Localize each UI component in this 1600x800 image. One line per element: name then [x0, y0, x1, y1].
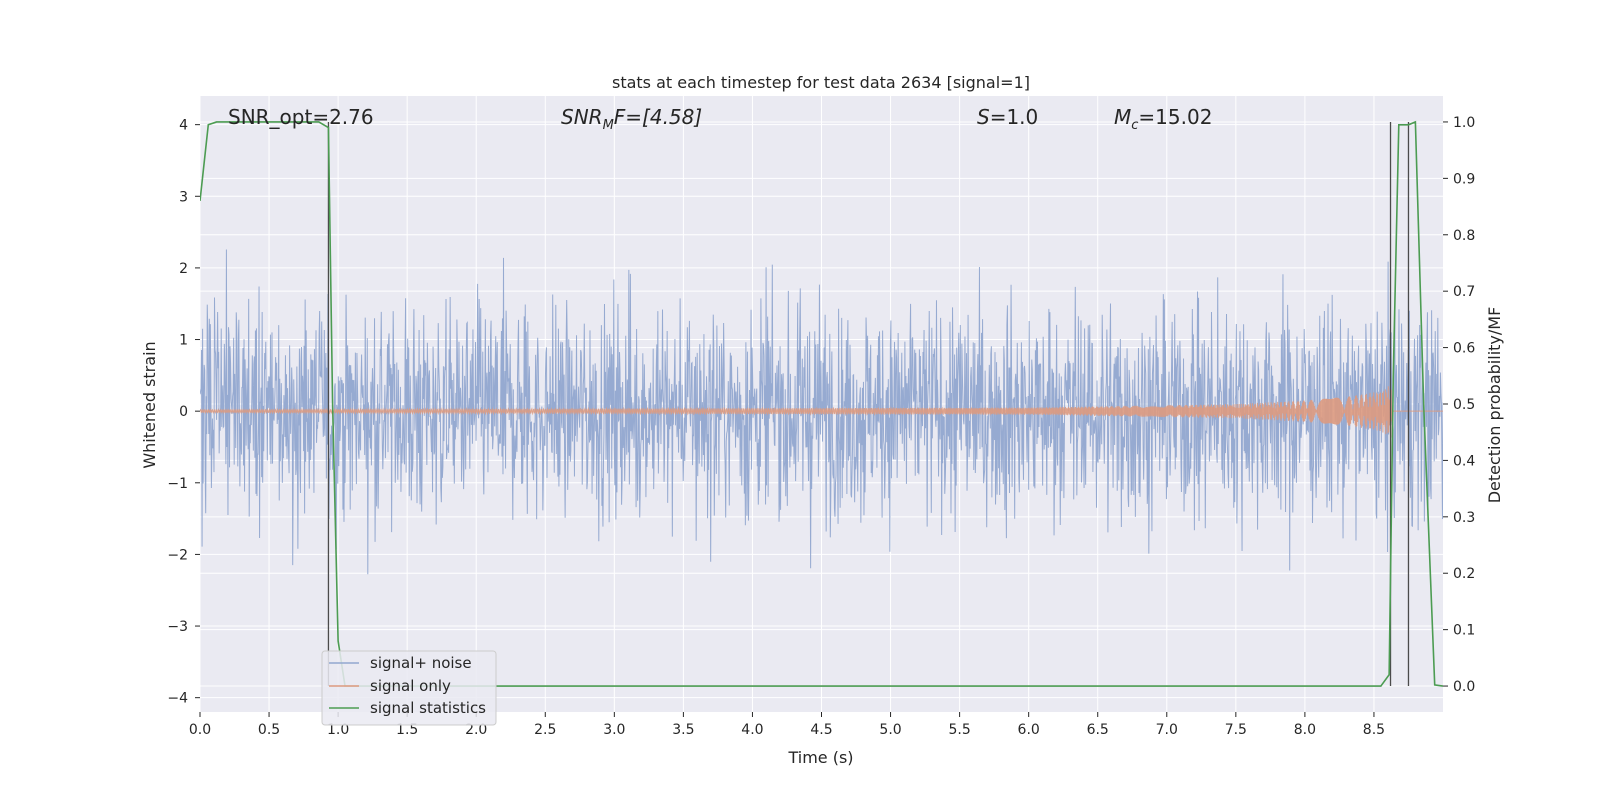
legend: signal+ noise signal only signal statist… — [321, 650, 497, 726]
x-tick-label: 2.0 — [465, 722, 487, 738]
x-tick-label: 0.0 — [189, 722, 211, 738]
x-tick-label: 1.0 — [327, 722, 349, 738]
x-tick-label: 4.5 — [810, 722, 832, 738]
mc-annotation: Mc=15.02 — [1114, 105, 1212, 133]
x-axis-label: Time (s) — [787, 748, 853, 767]
mc-name: M — [1114, 105, 1131, 129]
chart-title: stats at each timestep for test data 263… — [612, 73, 1030, 92]
y-tick-label: 1 — [179, 333, 188, 349]
y-tick-label: 2 — [179, 261, 188, 277]
y2-tick-label: 0.1 — [1453, 623, 1475, 639]
legend-label-signal-statistics: signal statistics — [370, 699, 486, 717]
y2-tick-label: 0.8 — [1453, 228, 1475, 244]
snr-mf-annotation: SNRMF=[4.58] — [561, 105, 702, 133]
series-signal-only — [200, 386, 1443, 438]
y2-tick-label: 1.0 — [1453, 115, 1475, 131]
y-tick-label: 0 — [179, 404, 188, 420]
x-tick-label: 3.5 — [672, 722, 694, 738]
snr-mf-subscript: M — [603, 118, 614, 133]
y2-tick-label: 0.7 — [1453, 284, 1475, 300]
y2-tick-label: 0.9 — [1453, 171, 1475, 187]
x-tick-label: 4.0 — [741, 722, 763, 738]
y2-tick-label: 0.3 — [1453, 510, 1475, 526]
x-tick-label: 1.5 — [396, 722, 418, 738]
snr-mf-value: F=[4.58] — [614, 105, 702, 129]
snr-mf-name: SNR — [561, 105, 603, 129]
x-tick-label: 5.0 — [879, 722, 901, 738]
mc-subscript: c — [1131, 118, 1138, 133]
x-tick-label: 6.5 — [1087, 722, 1109, 738]
x-tick-label: 8.0 — [1294, 722, 1316, 738]
y-tick-label: −2 — [167, 547, 188, 563]
legend-label-signal-noise: signal+ noise — [370, 654, 472, 672]
x-tick-label: 7.0 — [1156, 722, 1178, 738]
s-name: S — [977, 105, 990, 129]
y2-tick-label: 0.0 — [1453, 679, 1475, 695]
s-annotation: S=1.0 — [977, 105, 1038, 129]
y-tick-label: −4 — [167, 691, 188, 707]
s-value: =1.0 — [990, 105, 1039, 129]
x-tick-label: 3.0 — [603, 722, 625, 738]
legend-box — [321, 650, 497, 726]
snr-opt-annotation: SNR_opt=2.76 — [228, 105, 374, 129]
series-signal-statistics — [200, 120, 1443, 687]
x-tick-label: 2.5 — [534, 722, 556, 738]
axes: 0.0 0.5 1.0 1.5 2.0 2.5 3.0 3.5 4.0 4.5 5.0 5.5 6.0 6… — [167, 115, 1475, 738]
x-tick-label: 7.5 — [1225, 722, 1247, 738]
x-tick-label: 5.5 — [948, 722, 970, 738]
y-tick-label: 4 — [179, 118, 188, 134]
y-axis-label: Whitened strain — [140, 341, 159, 468]
y2-tick-label: 0.6 — [1453, 341, 1475, 357]
mc-value: =15.02 — [1138, 105, 1212, 129]
x-tick-label: 6.0 — [1018, 722, 1040, 738]
y-tick-label: −3 — [167, 619, 188, 635]
x-tick-label: 8.5 — [1363, 722, 1385, 738]
y2-tick-label: 0.5 — [1453, 397, 1475, 413]
data-layer — [200, 120, 1443, 687]
y-tick-label: 3 — [179, 189, 188, 205]
y2-tick-label: 0.2 — [1453, 566, 1475, 582]
y2-tick-label: 0.4 — [1453, 453, 1475, 469]
y-tick-label: −1 — [167, 476, 188, 492]
legend-label-signal-only: signal only — [370, 677, 451, 695]
y2-axis-label: Detection probability/MF — [1485, 307, 1504, 504]
x-tick-label: 0.5 — [258, 722, 280, 738]
